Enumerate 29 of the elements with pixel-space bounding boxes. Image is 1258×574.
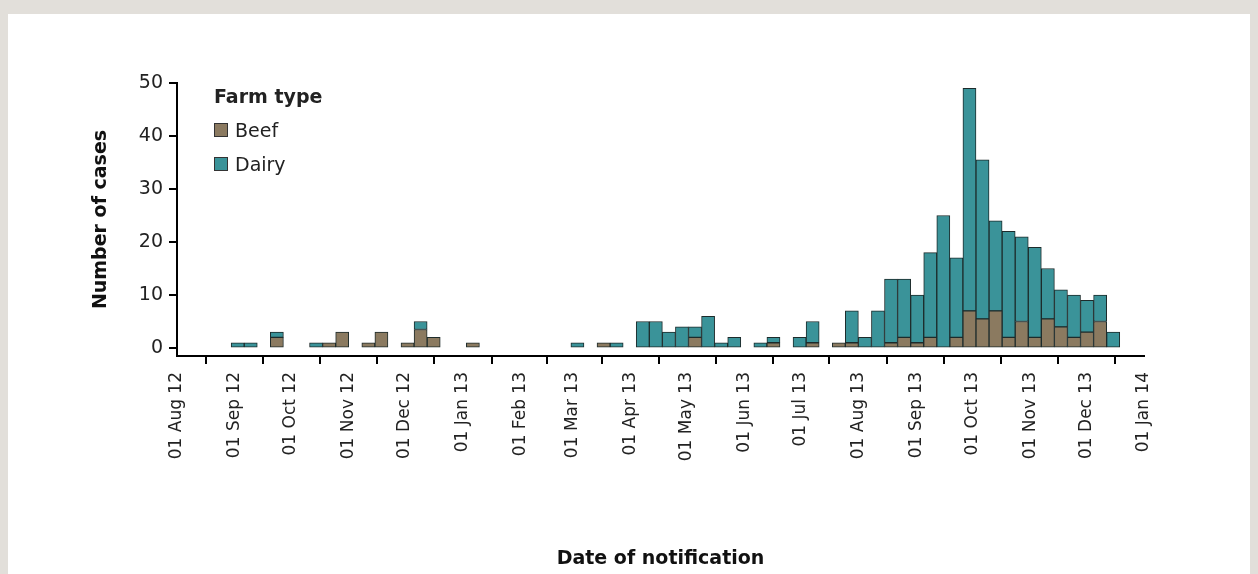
x-tick-label: 01 Nov 12 [337, 372, 358, 460]
x-tick-label: 01 Oct 12 [279, 372, 300, 456]
x-axis-title: Date of notification [556, 545, 765, 568]
x-tick-label: 01 Nov 13 [1018, 372, 1039, 460]
y-axis-title: Number of cases [88, 129, 111, 310]
x-tick-label: 01 Jun 13 [732, 372, 753, 453]
y-tick-label: 30 [138, 175, 163, 198]
x-tick-label: 01 Aug 13 [846, 372, 867, 460]
x-tick-label: 01 Sep 12 [223, 372, 244, 459]
y-tick-label: 20 [138, 228, 163, 251]
x-tick-label: 01 Jan 13 [451, 372, 472, 453]
legend-label: Beef [235, 118, 279, 143]
x-tick-label: 01 Feb 13 [508, 372, 529, 457]
x-tick-label: 01 May 13 [675, 372, 696, 462]
x-tick-label: 01 Dec 13 [1074, 372, 1095, 459]
x-tick-label: 01 Sep 13 [904, 372, 925, 459]
y-tick-label: 50 [138, 69, 163, 92]
x-tick-label: 01 Oct 13 [960, 372, 981, 456]
x-tick-label: 01 Dec 12 [393, 372, 414, 459]
y-tick-label: 10 [138, 281, 163, 304]
x-tick-label: 01 Jan 14 [1132, 372, 1153, 453]
legend-title: Farm type [214, 84, 323, 109]
x-tick-label: 01 Apr 13 [619, 372, 640, 456]
x-tick-label: 01 Mar 13 [561, 372, 582, 459]
legend-label: Dairy [235, 152, 286, 177]
x-tick-label: 01 Jul 13 [788, 372, 809, 447]
y-tick-label: 0 [150, 334, 163, 357]
x-tick-label: 01 Aug 12 [165, 372, 186, 460]
y-tick-label: 40 [138, 122, 163, 145]
